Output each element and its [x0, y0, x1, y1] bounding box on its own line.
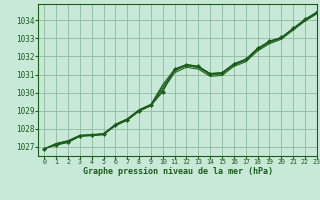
X-axis label: Graphe pression niveau de la mer (hPa): Graphe pression niveau de la mer (hPa): [83, 167, 273, 176]
